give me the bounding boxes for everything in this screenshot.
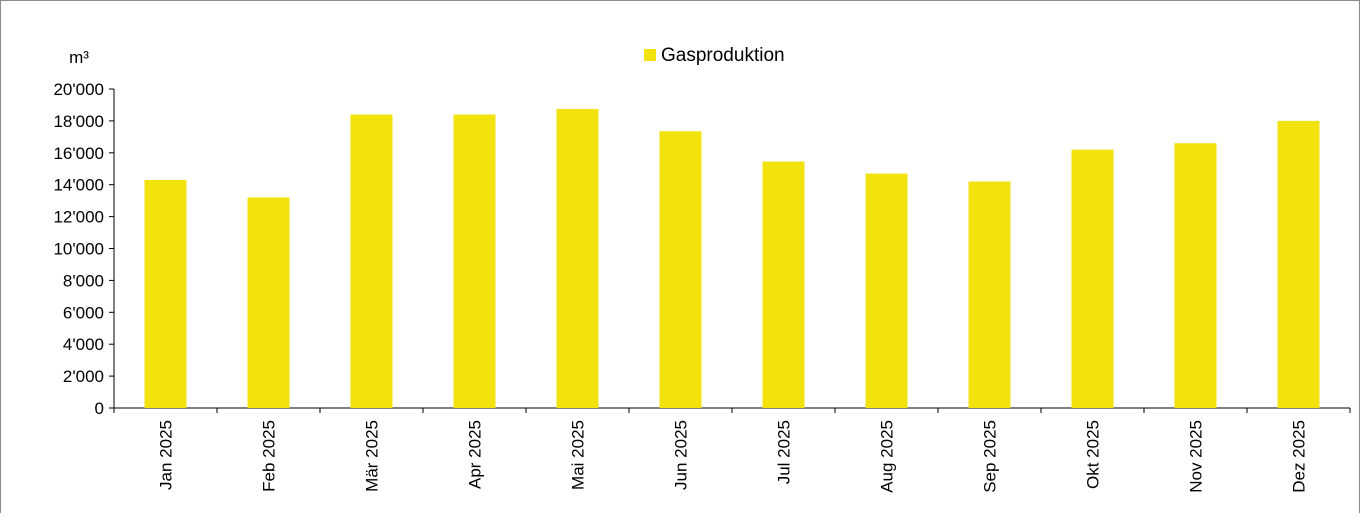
y-tick-label: 2'000 [63,367,104,386]
x-tick-label: Jun 2025 [672,420,691,490]
y-tick-label: 14'000 [53,176,104,195]
x-tick-label: Dez 2025 [1290,420,1309,493]
bar [144,179,187,408]
x-tick-label: Nov 2025 [1187,420,1206,493]
x-tick-label: Mär 2025 [363,420,382,492]
bar [556,108,599,408]
x-tick-label: Sep 2025 [981,420,1000,493]
x-tick-label: Feb 2025 [260,420,279,492]
bar [865,173,908,408]
bar [247,197,290,408]
y-tick-label: 18'000 [53,112,104,131]
legend: Gasproduktion [644,45,785,66]
x-tick-label: Mai 2025 [569,420,588,490]
y-tick-label: 12'000 [53,208,104,227]
y-tick-label: 6'000 [63,303,104,322]
bar [1174,143,1217,409]
bars [144,108,1320,409]
y-axis-unit-label: m³ [69,48,89,67]
bar [350,114,393,409]
x-axis: Jan 2025 Feb 2025 Mär 2025 Apr 2025 Mai 2025… [113,407,1351,493]
bar [968,181,1011,408]
y-tick-label: 16'000 [53,144,104,163]
x-tick-label: Okt 2025 [1084,420,1103,489]
bar [762,161,805,408]
y-axis: 0 2'000 4'000 6'000 8'000 10'000 12'000 14'000 1… [53,80,115,418]
bar [453,114,496,409]
y-tick-label: 20'000 [53,80,104,99]
x-tick-label: Jan 2025 [157,420,176,490]
y-tick-label: 10'000 [53,240,104,259]
x-tick-label: Apr 2025 [466,420,485,489]
bar [1071,149,1114,409]
x-tick-label: Jul 2025 [775,420,794,484]
y-tick-label: 4'000 [63,335,104,354]
y-tick-label: 8'000 [63,271,104,290]
bar [1277,120,1320,409]
y-tick-label: 0 [95,399,104,418]
bar [659,131,702,408]
legend-swatch [644,49,656,61]
legend-label: Gasproduktion [661,45,785,66]
x-tick-label: Aug 2025 [878,420,897,493]
